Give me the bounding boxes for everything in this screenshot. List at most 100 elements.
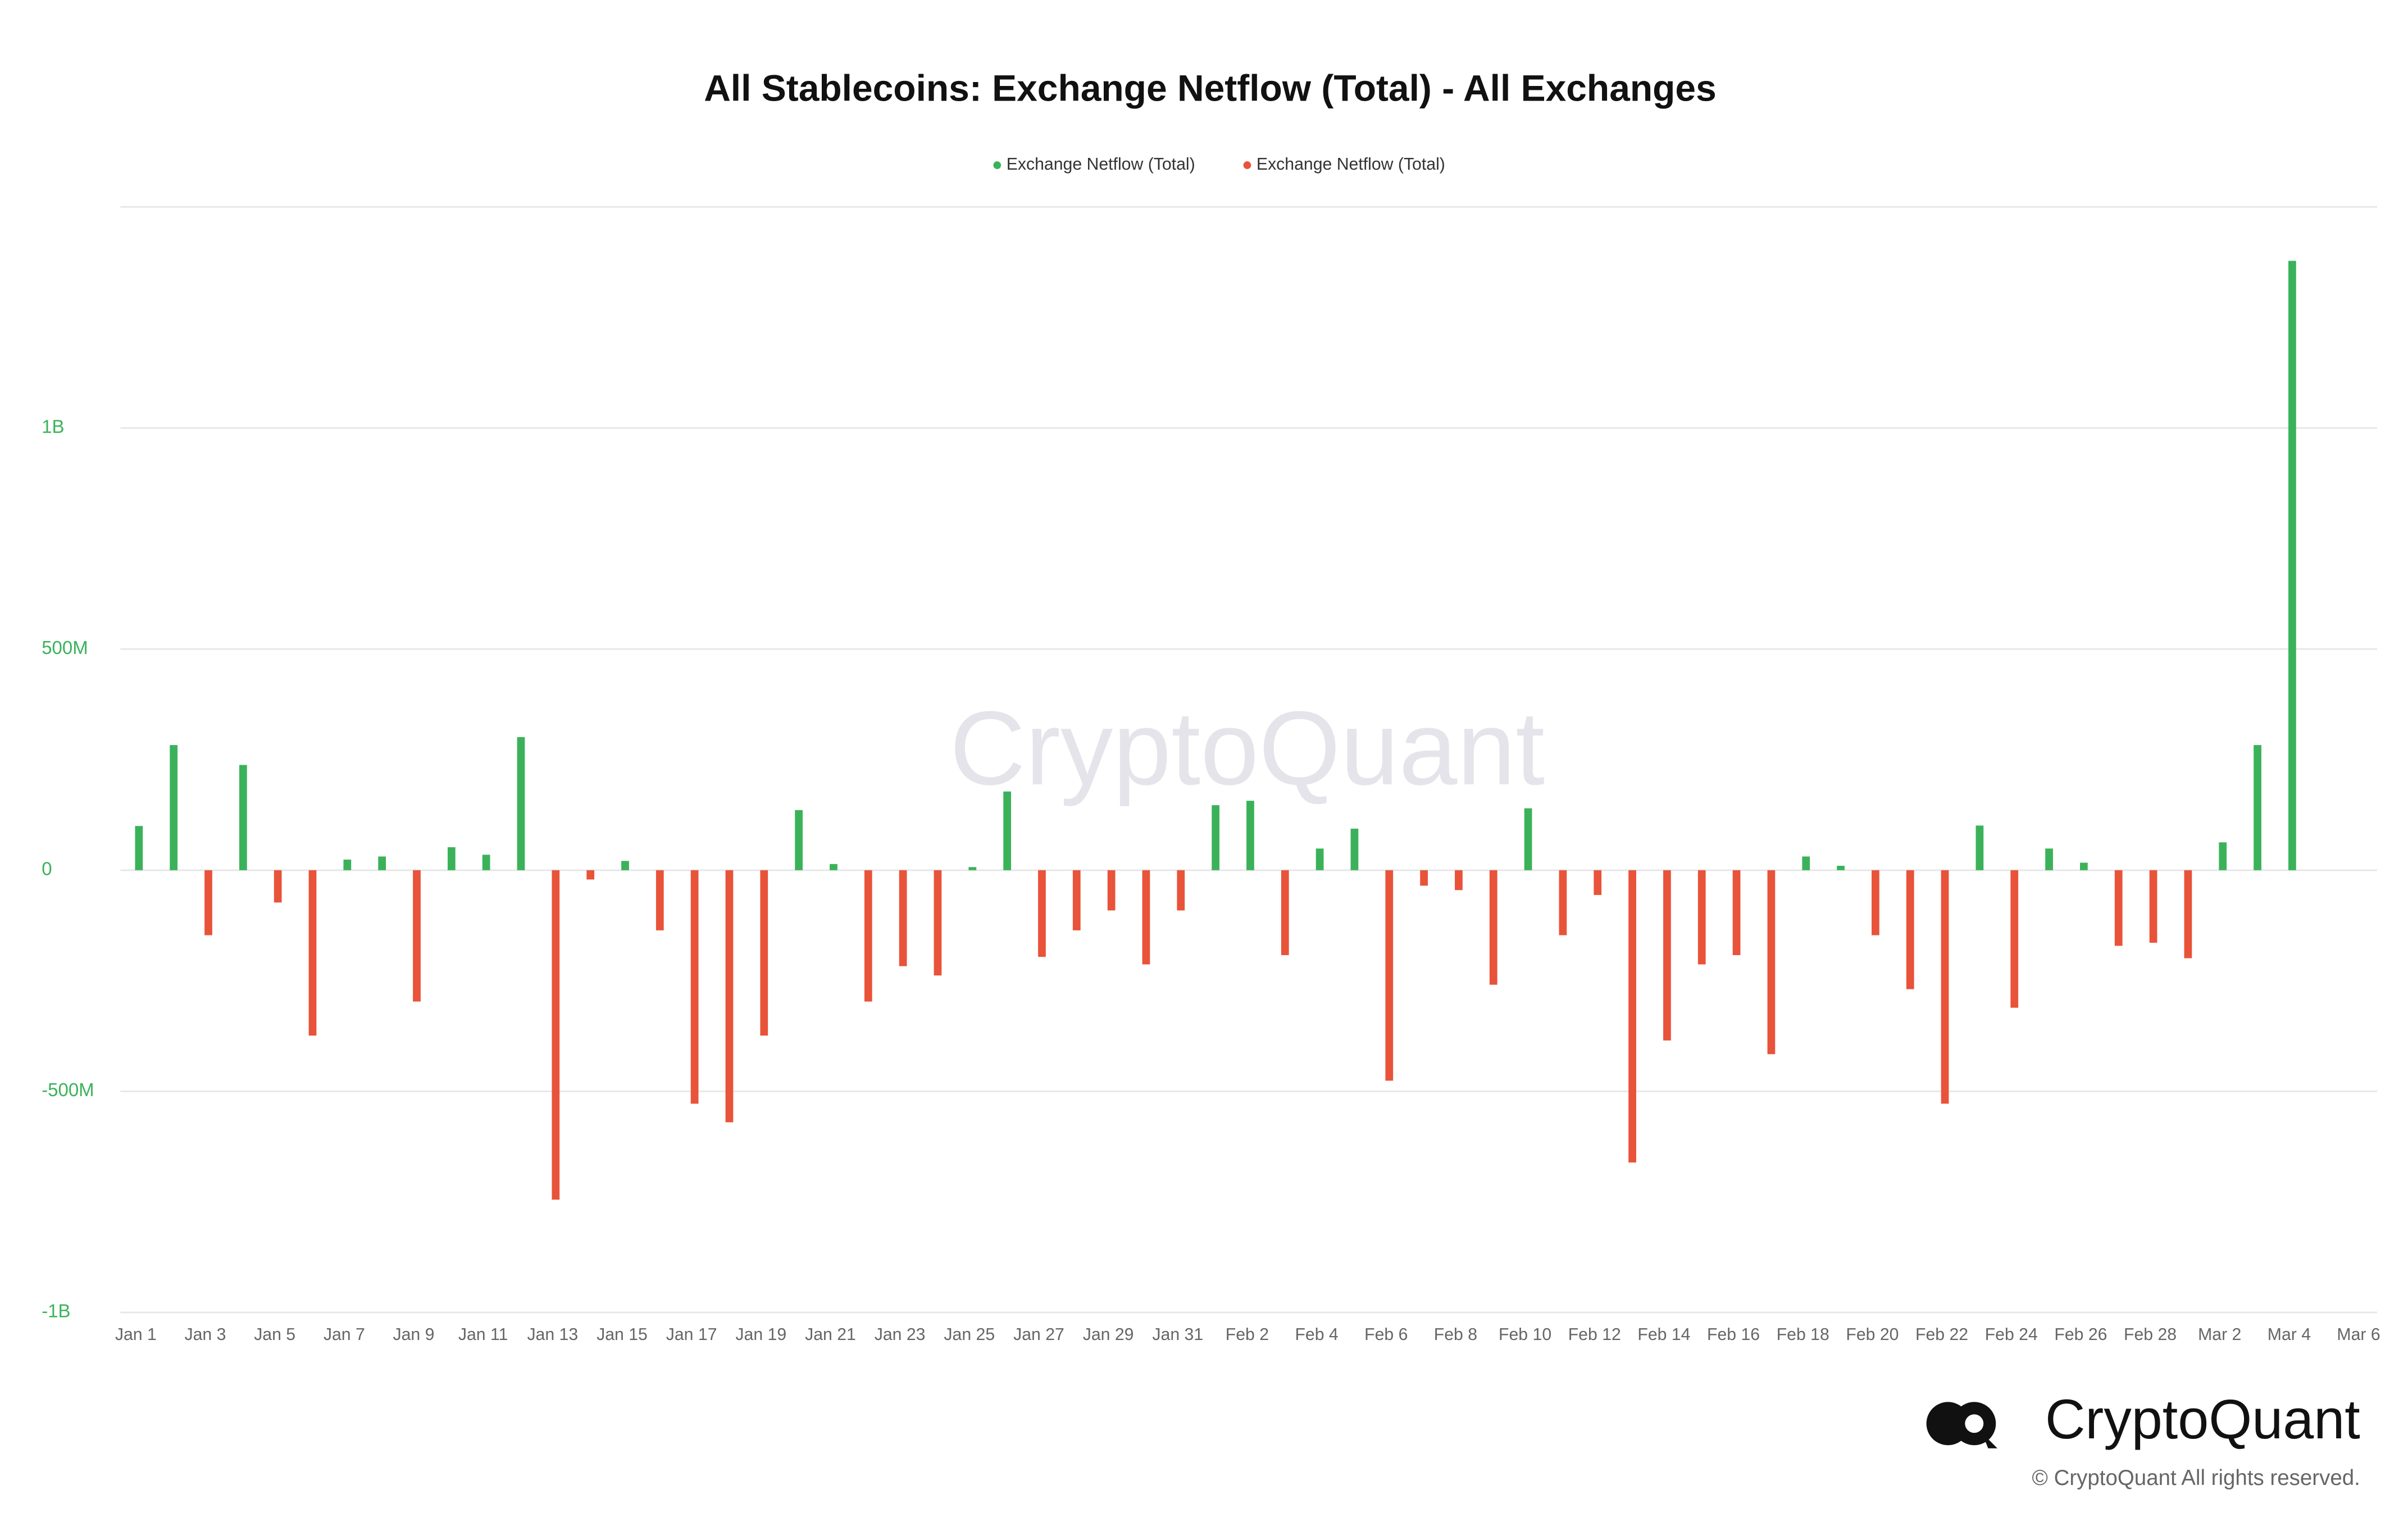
bar — [795, 810, 803, 870]
bar — [690, 870, 699, 1104]
legend-marker — [1243, 161, 1251, 169]
bar — [308, 870, 317, 1036]
bar — [239, 765, 247, 870]
x-tick-label: Feb 28 — [2124, 1325, 2177, 1344]
bar — [725, 870, 734, 1123]
bar — [1837, 865, 1845, 870]
x-tick-label: Jan 11 — [458, 1325, 508, 1344]
x-tick-label: Feb 18 — [1777, 1325, 1829, 1344]
bar — [2254, 745, 2261, 870]
x-tick-label: Jan 27 — [1013, 1325, 1064, 1344]
bar — [2219, 842, 2227, 870]
bar — [135, 826, 143, 870]
brand-name: CryptoQuant — [2045, 1388, 2360, 1450]
bar — [2288, 261, 2296, 870]
x-tick-label: Feb 6 — [1364, 1325, 1408, 1344]
bar — [2045, 848, 2053, 870]
bar — [1177, 870, 1185, 911]
bar — [517, 737, 525, 870]
bar — [2114, 870, 2123, 946]
bar — [1003, 791, 1011, 870]
x-tick-label: Feb 24 — [1985, 1325, 2038, 1344]
bar — [482, 855, 490, 870]
x-tick-label: Feb 10 — [1499, 1325, 1551, 1344]
bar — [552, 870, 560, 1200]
x-tick-label: Feb 26 — [2054, 1325, 2107, 1344]
x-tick-label: Mar 6 — [2337, 1325, 2380, 1344]
bar — [1350, 828, 1359, 870]
x-tick-label: Feb 2 — [1226, 1325, 1269, 1344]
bar — [170, 745, 178, 870]
bar — [1212, 805, 1219, 870]
bar — [586, 870, 595, 880]
y-tick-label: -500M — [42, 1079, 94, 1100]
x-tick-label: Feb 12 — [1568, 1325, 1621, 1344]
y-tick-label: 500M — [42, 637, 88, 658]
bar — [1802, 856, 1810, 870]
bar — [274, 870, 282, 903]
x-tick-label: Jan 17 — [666, 1325, 717, 1344]
x-tick-label: Jan 3 — [185, 1325, 226, 1344]
bar — [2149, 870, 2157, 943]
copyright: © CryptoQuant All rights reserved. — [2032, 1466, 2360, 1490]
bar — [1142, 870, 1150, 965]
x-tick-label: Jan 23 — [875, 1325, 926, 1344]
bar — [1246, 801, 1254, 870]
chart-title: All Stablecoins: Exchange Netflow (Total… — [704, 67, 1717, 109]
bar — [1489, 870, 1497, 985]
bar — [1107, 870, 1116, 911]
x-tick-label: Jan 19 — [735, 1325, 786, 1344]
brand-logo — [1926, 1402, 1998, 1448]
bar — [1663, 870, 1671, 1041]
x-tick-label: Jan 15 — [597, 1325, 648, 1344]
bar — [2010, 870, 2019, 1008]
legend-marker — [993, 161, 1002, 169]
bar — [1697, 870, 1706, 965]
x-tick-label: Feb 20 — [1846, 1325, 1899, 1344]
bar — [656, 870, 664, 930]
bar — [1732, 870, 1741, 955]
bar — [899, 870, 907, 966]
x-tick-label: Feb 22 — [1915, 1325, 1968, 1344]
bar — [1038, 870, 1046, 957]
x-tick-label: Jan 25 — [944, 1325, 995, 1344]
bar — [1524, 808, 1532, 870]
bar — [760, 870, 768, 1036]
watermark: CryptoQuant — [950, 689, 1545, 807]
x-tick-label: Jan 9 — [393, 1325, 435, 1344]
bar — [864, 870, 872, 1002]
bar — [447, 847, 456, 870]
x-tick-label: Jan 31 — [1152, 1325, 1203, 1344]
y-tick-label: 1B — [42, 416, 64, 437]
bar — [621, 861, 629, 870]
x-tick-label: Jan 7 — [324, 1325, 365, 1344]
bar — [968, 867, 977, 870]
x-tick-label: Jan 13 — [527, 1325, 578, 1344]
bar — [343, 859, 352, 870]
bar — [830, 864, 837, 870]
bar — [1385, 870, 1394, 1081]
x-tick-label: Jan 1 — [115, 1325, 157, 1344]
bar — [1072, 870, 1081, 930]
x-tick-label: Jan 5 — [254, 1325, 295, 1344]
bar — [1281, 870, 1289, 955]
bar — [1594, 870, 1602, 895]
x-tick-label: Mar 2 — [2198, 1325, 2241, 1344]
bar — [413, 870, 421, 1002]
bar — [1872, 870, 1879, 935]
bar — [1420, 870, 1428, 886]
bar — [934, 870, 942, 976]
legend-label: Exchange Netflow (Total) — [1257, 155, 1445, 174]
bar — [1906, 870, 1914, 989]
bar — [1975, 825, 1984, 870]
x-tick-label: Jan 29 — [1083, 1325, 1134, 1344]
x-tick-label: Feb 14 — [1637, 1325, 1690, 1344]
x-tick-label: Feb 16 — [1707, 1325, 1760, 1344]
bar — [2080, 862, 2088, 870]
legend-label: Exchange Netflow (Total) — [1007, 155, 1195, 174]
y-tick-label: -1B — [42, 1301, 70, 1321]
bar — [1941, 870, 1949, 1104]
bar — [2184, 870, 2192, 959]
bar — [1767, 870, 1776, 1055]
